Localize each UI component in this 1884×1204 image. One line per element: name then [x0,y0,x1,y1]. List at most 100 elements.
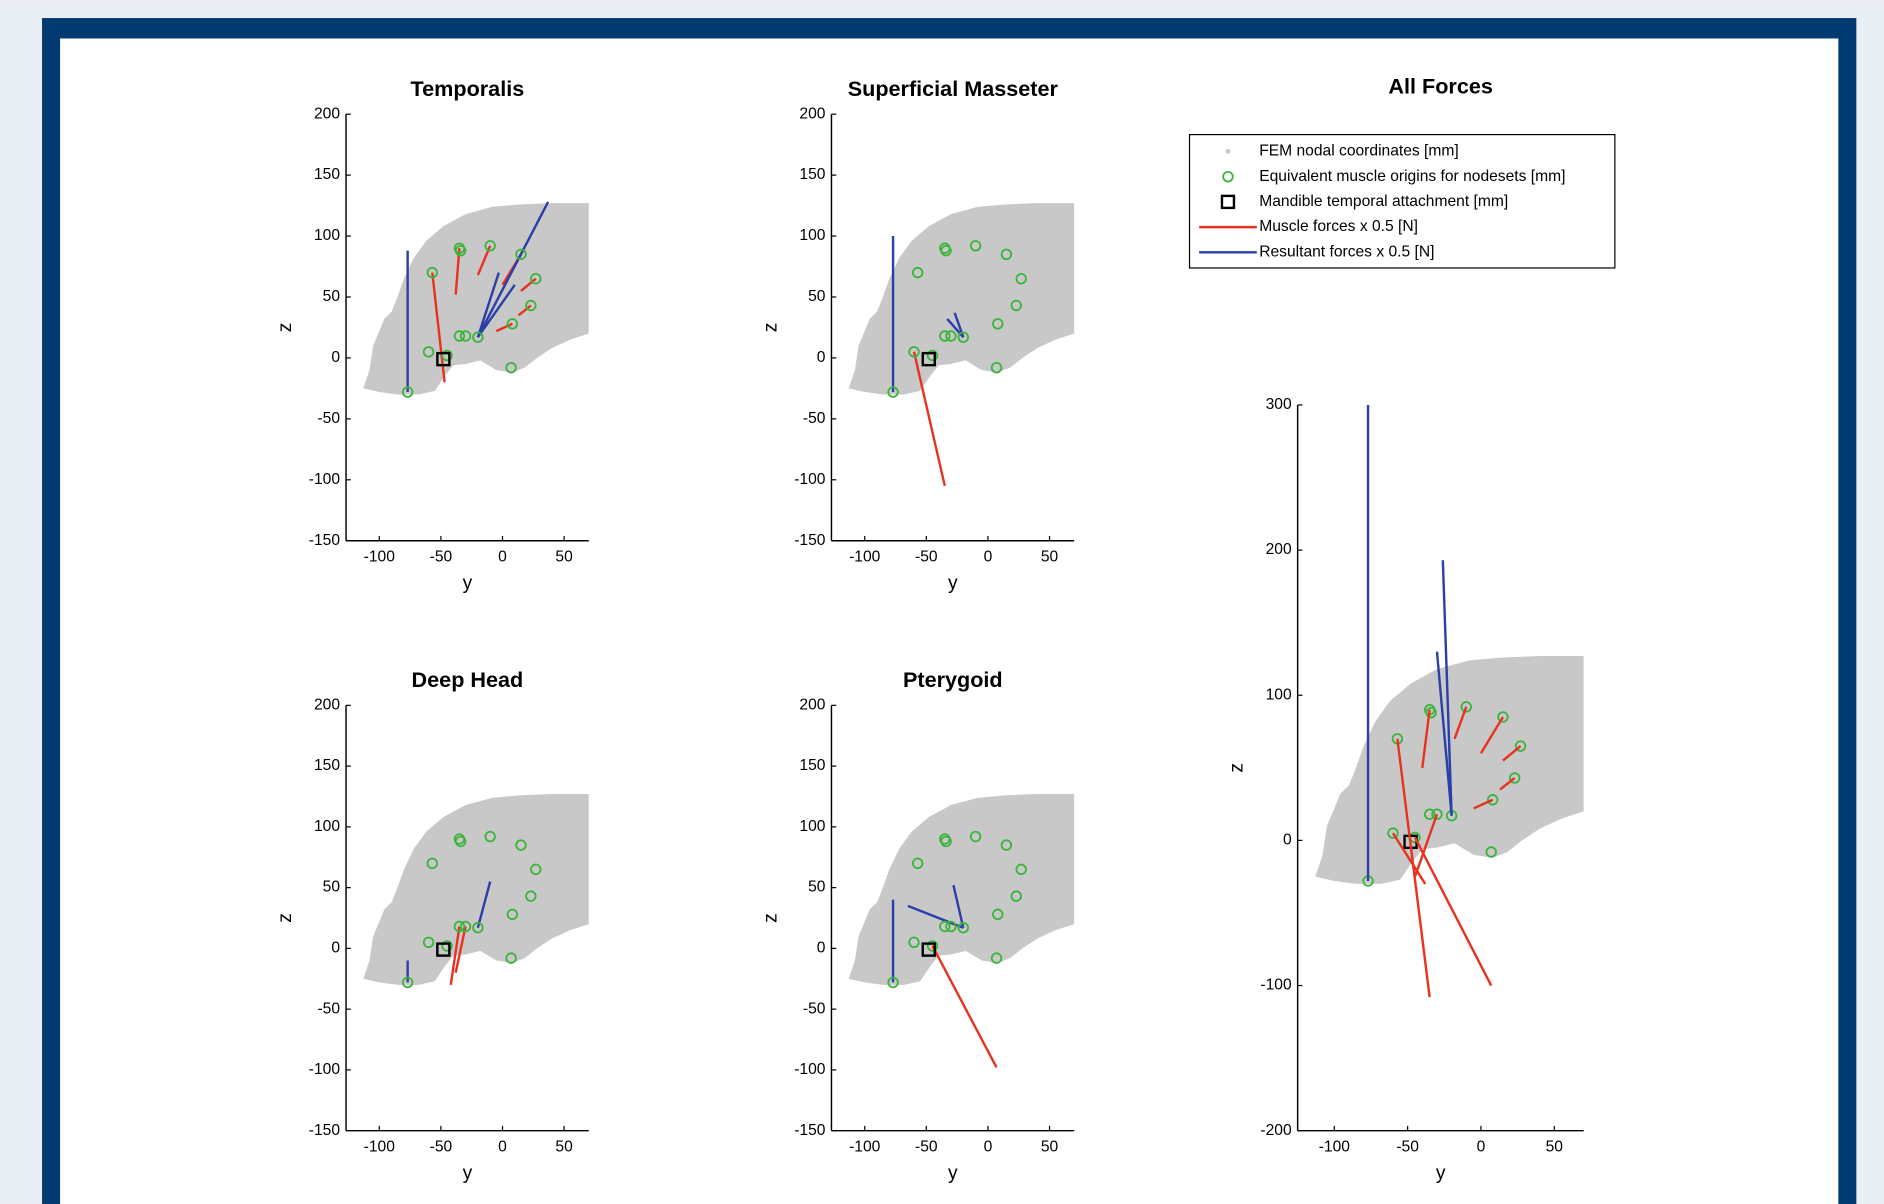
legend-label: Muscle forces x 0.5 [N] [1259,218,1418,235]
axes: Deep Head -150 -100 -50 0 50 100 150 200 -100 -50 0… [275,667,589,1184]
muscle-origin [525,299,537,312]
force-vector [1421,709,1431,768]
x-tick-label: -100 [364,1139,396,1156]
y-tick-label: 150 [314,166,340,183]
muscle-origin [1015,272,1027,285]
muscle-origin [1425,706,1437,719]
muscle-origin [506,318,519,330]
x-axis-label: y [948,1163,958,1184]
muscle-origin [1497,711,1509,723]
muscle-origin [957,922,969,934]
force-vector [1473,798,1494,810]
muscle-origin [911,266,924,279]
legend-swatch [1220,194,1236,210]
chart-title: Deep Head [412,667,524,692]
muscle-origin [459,920,472,933]
muscle-origin [454,835,467,848]
force-vector [946,318,965,338]
x-tick-label: -100 [849,549,881,566]
force-vector [1441,560,1453,816]
muscle-origin [926,349,939,362]
muscle-origin [990,952,1003,964]
y-axis-label: z [275,323,296,333]
legend-label: Equivalent muscle origins for nodesets [… [1259,168,1565,185]
muscle-origin [505,361,517,374]
muscle-origin [969,830,982,843]
y-tick-label: -100 [1260,977,1292,994]
x-tick-label: -50 [915,1139,938,1156]
force-vector [476,881,492,929]
x-tick-label: -100 [364,549,396,566]
force-vector [476,284,516,338]
force-vector [931,945,998,1069]
muscle-origin [401,976,414,989]
legend-swatch [1225,149,1231,154]
y-tick-label: 50 [323,879,341,896]
x-tick-label: 50 [1041,549,1059,566]
muscle-origin [484,830,496,843]
muscle-origin [969,240,982,252]
x-tick-label: 50 [555,549,573,566]
x-tick-label: 0 [498,1139,507,1156]
y-tick-label: -200 [1260,1122,1292,1139]
y-tick-label: 200 [314,105,340,122]
y-tick-label: 100 [1266,686,1292,703]
x-tick-label: -50 [430,1139,453,1156]
muscle-origin [1010,299,1022,312]
legend-label: FEM nodal coordinates [mm] [1259,143,1459,160]
muscle-origin [441,349,453,362]
muscle-origin [1423,808,1436,820]
x-axis-label: y [463,573,473,594]
muscle-origin [472,331,484,343]
force-vector [1479,716,1504,754]
y-tick-label: 300 [1266,396,1292,413]
y-tick-label: 0 [817,940,826,957]
y-tick-label: -100 [794,1061,826,1078]
y-tick-label: -50 [803,410,826,427]
muscle-origin [401,386,414,398]
y-tick-label: -100 [309,471,341,488]
muscle-origin [453,330,466,342]
axes: All Forces -200 -100 0 100 200 300 -100 -50 0 50 y z… [1188,73,1616,1184]
chart-title: Superficial Masseter [848,76,1059,101]
force-vector [1396,738,1431,998]
legend-swatch [1222,170,1234,183]
y-tick-label: 100 [314,227,340,244]
muscle-origin [426,857,438,870]
y-tick-label: 50 [808,879,826,896]
force-vector [1391,832,1427,885]
muscle-origin [926,940,939,952]
y-tick-label: -100 [309,1061,341,1078]
y-tick-label: -150 [794,1122,826,1139]
y-tick-label: 0 [1283,832,1292,849]
chart-title: Temporalis [411,76,525,101]
y-tick-label: 150 [314,757,340,774]
force-vector [476,201,550,338]
force-vector [1413,836,1493,987]
muscle-origin [1010,890,1022,902]
x-tick-label: -50 [430,549,453,566]
force-vector [454,926,467,973]
force-vector [1499,777,1516,791]
legend-label: Resultant forces x 0.5 [N] [1259,243,1434,260]
muscle-origin [453,920,466,933]
muscle-origin [422,936,435,949]
x-axis-label: y [948,573,958,594]
force-vector [520,277,537,292]
muscle-origin [992,318,1004,330]
y-tick-label: -50 [317,1000,340,1017]
y-axis-label: z [275,913,296,923]
legend-box [1188,134,1616,269]
y-tick-label: 200 [314,696,340,713]
muscle-origin [422,346,435,358]
force-vector [1453,706,1468,740]
x-tick-label: -50 [1396,1139,1419,1156]
x-tick-label: 0 [984,1139,993,1156]
muscle-origin [940,835,952,848]
y-tick-label: -50 [317,410,340,427]
muscle-origin [1015,863,1027,876]
x-axis-label: y [463,1163,473,1184]
fem-nodes [363,203,589,395]
force-vector [907,904,964,929]
